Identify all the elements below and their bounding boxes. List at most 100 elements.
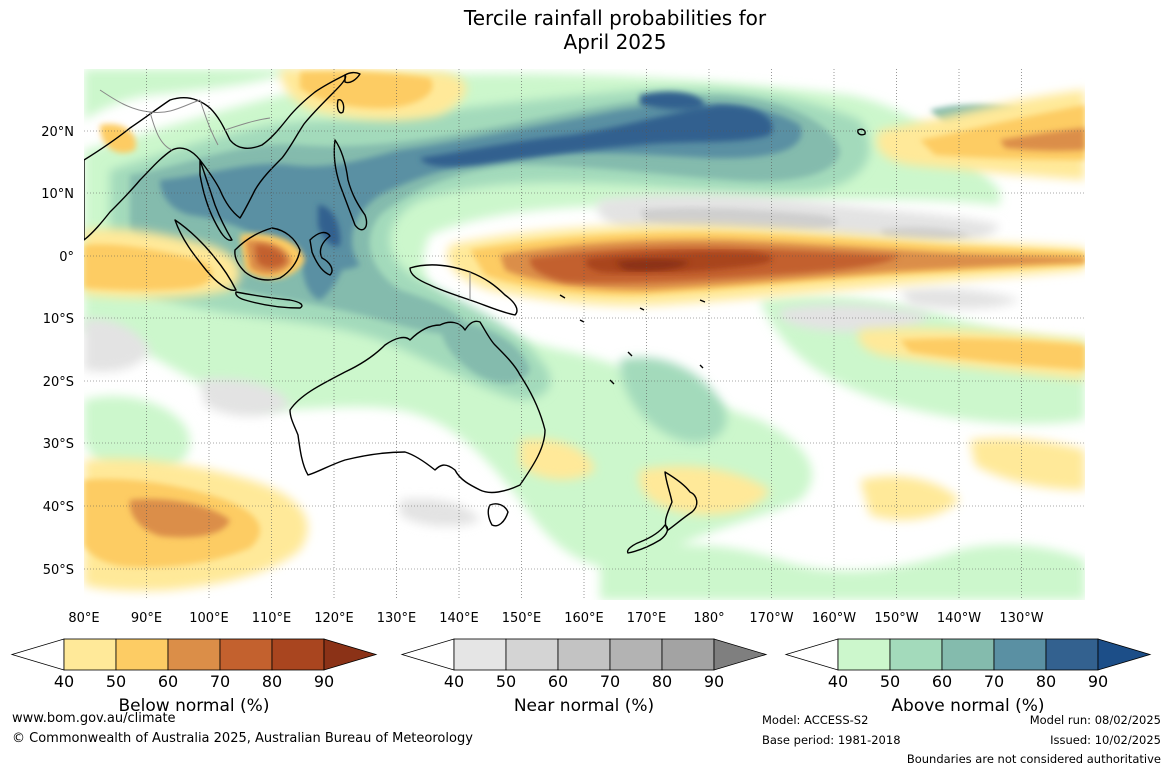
near-normal-label: Near normal (%) [513, 696, 655, 716]
colorbar-segment [993, 638, 1047, 671]
colorbar-segment [505, 638, 559, 671]
lon-label: 130°E [377, 611, 417, 626]
lat-label: 0° [59, 250, 74, 265]
sulawesi-coast [309, 231, 333, 276]
lon-label: 140°W [937, 611, 981, 626]
lat-label: 10°S [43, 312, 74, 327]
sumatra-coast [174, 219, 237, 291]
lat-label: 30°S [43, 437, 74, 452]
colorbar-above: 40 50 60 70 80 90 [784, 638, 1152, 691]
lon-label: 120°E [314, 611, 354, 626]
colorbar-tick: 50 [106, 672, 126, 691]
colorbar-tick: 80 [652, 672, 672, 691]
colorbar-segment [453, 638, 507, 671]
colorbar-tick: 70 [210, 672, 230, 691]
latitude-labels: 20°N 10°N 0° 10°S 20°S 30°S 40°S 50°S [41, 125, 74, 578]
colorbar-below: 40 50 60 70 80 90 [10, 638, 378, 691]
mainland-asia-coast [84, 74, 347, 241]
colorbar-segment [661, 638, 715, 671]
lon-label: 160°W [812, 611, 856, 626]
colorbar-segment [889, 638, 943, 671]
lat-label: 20°S [43, 375, 74, 390]
tasmania-coast [487, 503, 509, 527]
lon-label: 80°E [68, 611, 99, 626]
colorbar-tick: 40 [444, 672, 464, 691]
lon-label: 160°E [564, 611, 604, 626]
disclaimer-text: Boundaries are not considered authoritat… [906, 752, 1161, 766]
model-run-text: Model run: 08/02/2025 [1029, 713, 1161, 727]
colorbar-max-arrow [713, 638, 768, 671]
lat-label: 10°N [41, 187, 74, 202]
australia-coast [289, 320, 546, 494]
colorbar-segment [115, 638, 169, 671]
colorbar-near: 40 50 60 70 80 90 [400, 638, 768, 691]
issued-text: Issued: 10/02/2025 [1050, 733, 1161, 747]
colorbar-tick: 70 [984, 672, 1004, 691]
map-title: Tercile rainfall probabilities for April… [0, 6, 1173, 54]
lat-label: 20°N [41, 125, 74, 140]
website-link[interactable]: www.bom.gov.au/climate [12, 711, 176, 726]
colorbar-tick: 50 [496, 672, 516, 691]
colorbar-tick: 90 [314, 672, 334, 691]
lon-label: 150°W [874, 611, 918, 626]
copyright-text: © Commonwealth of Australia 2025, Austra… [12, 731, 473, 746]
colorbars: 40 50 60 70 80 90 40 50 60 70 80 90 40 50 60 70 80 90 [10, 638, 1152, 691]
lat-label: 40°S [43, 500, 74, 515]
colorbar-segment [609, 638, 663, 671]
lon-label: 90°E [131, 611, 162, 626]
colorbar-tick: 80 [1036, 672, 1056, 691]
java-coast [235, 291, 303, 309]
lon-label: 130°W [999, 611, 1043, 626]
japan-coast [344, 71, 361, 84]
lon-label: 170°E [627, 611, 667, 626]
colorbar-tick: 60 [158, 672, 178, 691]
base-period-text: Base period: 1981-2018 [762, 733, 901, 747]
title-line-2: April 2025 [563, 30, 667, 54]
colorbar-min-arrow [10, 638, 65, 671]
below-normal-label: Below normal (%) [118, 696, 270, 716]
lon-label: 140°E [439, 611, 479, 626]
longitude-labels: 80°E 90°E 100°E 110°E 120°E 130°E 140°E 150°E 16… [68, 611, 1043, 626]
country-borders [99, 89, 471, 300]
colorbar-segment [1045, 638, 1099, 671]
lon-label: 110°E [252, 611, 292, 626]
colorbar-tick: 70 [600, 672, 620, 691]
lon-label: 180° [693, 611, 724, 626]
lon-label: 100°E [189, 611, 229, 626]
colorbar-segment [941, 638, 995, 671]
pacific-islands [559, 294, 706, 385]
above-normal-label: Above normal (%) [891, 696, 1045, 716]
lon-label: 170°W [749, 611, 793, 626]
taiwan-coast [336, 98, 345, 114]
lat-label: 50°S [43, 563, 74, 578]
borneo-coast [234, 227, 301, 281]
colorbar-tick: 90 [704, 672, 724, 691]
coastlines [84, 71, 866, 554]
colorbar-tick: 60 [548, 672, 568, 691]
model-text: Model: ACCESS-S2 [762, 713, 869, 727]
colorbar-min-arrow [400, 638, 455, 671]
colorbar-max-arrow [323, 638, 378, 671]
new-zealand-north [664, 471, 698, 531]
lon-label: 150°E [502, 611, 542, 626]
graticule [84, 69, 1085, 600]
title-line-1: Tercile rainfall probabilities for [463, 6, 767, 30]
colorbar-min-arrow [784, 638, 839, 671]
colorbar-segment [837, 638, 891, 671]
colorbar-segment [167, 638, 221, 671]
hawaii-coast [857, 128, 866, 136]
colorbar-tick: 90 [1088, 672, 1108, 691]
colorbar-segment [63, 638, 117, 671]
colorbar-segment [557, 638, 611, 671]
colorbar-tick: 80 [262, 672, 282, 691]
colorbar-tick: 50 [880, 672, 900, 691]
colorbar-tick: 40 [828, 672, 848, 691]
new-zealand-south [626, 524, 669, 554]
probability-field [84, 69, 1085, 600]
colorbar-segment [271, 638, 325, 671]
colorbar-segment [219, 638, 273, 671]
philippines-coast [333, 139, 368, 231]
colorbar-max-arrow [1097, 638, 1152, 671]
colorbar-tick: 60 [932, 672, 952, 691]
